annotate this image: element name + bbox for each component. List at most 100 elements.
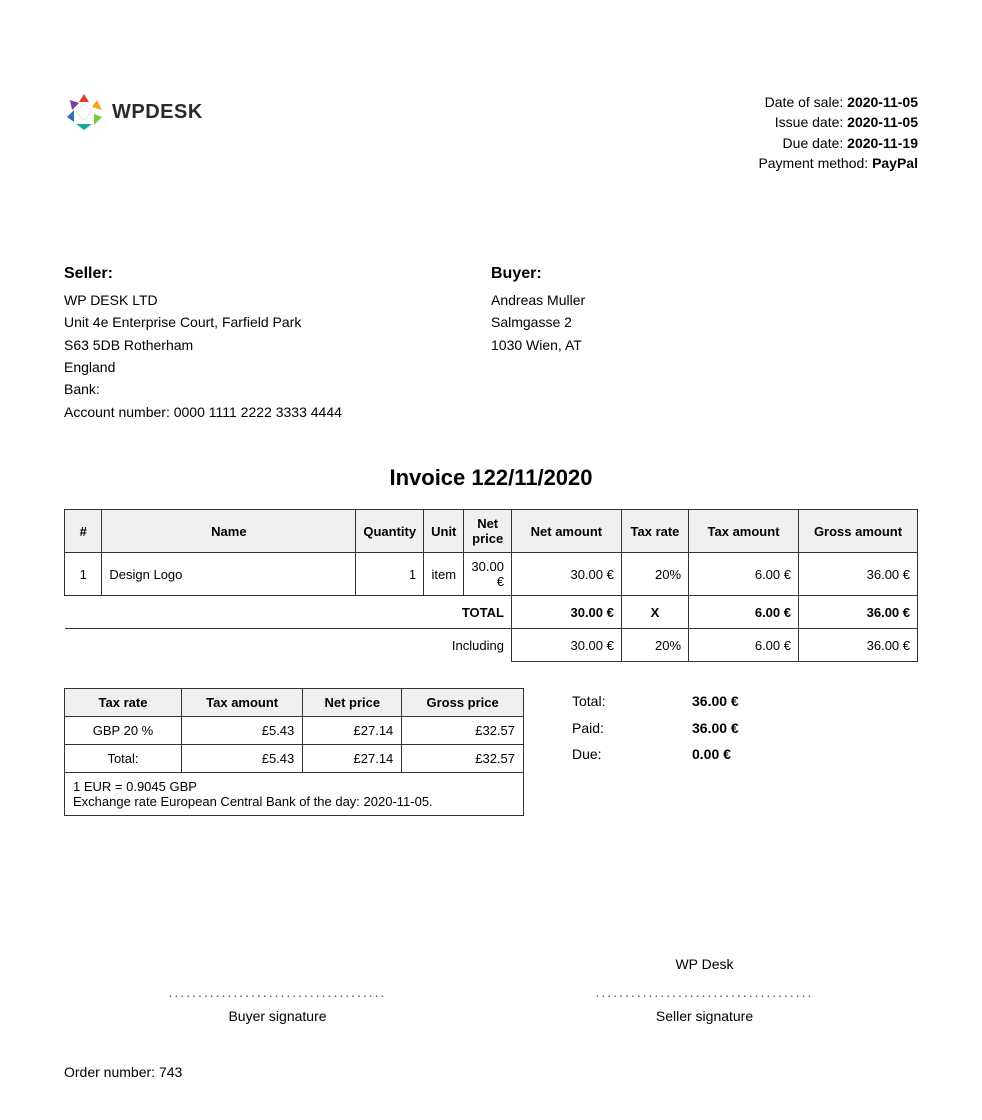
cell-no: 1: [65, 553, 102, 596]
buyer-name: Andreas Muller: [491, 289, 918, 311]
including-rate: 20%: [621, 629, 688, 662]
tax-col-rate: Tax rate: [65, 689, 182, 717]
cell-unit: item: [424, 553, 464, 596]
col-net-price: Net price: [464, 510, 512, 553]
buyer-block: Buyer: Andreas Muller Salmgasse 2 1030 W…: [491, 261, 918, 423]
seller-signature: WP Desk ................................…: [575, 956, 835, 1024]
seller-account: 0000 1111 2222 3333 4444: [174, 404, 342, 420]
tax-total-label: Total:: [65, 745, 182, 773]
header-row: WPDESK Date of sale: 2020-11-05 Issue da…: [64, 0, 918, 173]
meta-issue-value: 2020-11-05: [847, 114, 918, 130]
total-row: TOTAL 30.00 € X 6.00 € 36.00 €: [65, 596, 918, 629]
tax-total-net: £27.14: [303, 745, 402, 773]
col-name: Name: [102, 510, 356, 553]
total-label: TOTAL: [65, 596, 512, 629]
buyer-sig-label: Buyer signature: [148, 1008, 408, 1024]
seller-country: England: [64, 356, 491, 378]
exchange-note: 1 EUR = 0.9045 GBP Exchange rate Europea…: [65, 773, 524, 816]
buyer-sig-line: .....................................: [148, 984, 408, 1000]
summary-row: Tax rate Tax amount Net price Gross pric…: [64, 688, 918, 816]
tax-col-gross: Gross price: [402, 689, 524, 717]
tax-col-net: Net price: [303, 689, 402, 717]
parties: Seller: WP DESK LTD Unit 4e Enterprise C…: [64, 261, 918, 423]
seller-bank-label: Bank:: [64, 378, 491, 400]
cell-gross: 36.00 €: [799, 553, 918, 596]
tax-net: £27.14: [303, 717, 402, 745]
item-row: 1 Design Logo 1 item 30.00 € 30.00 € 20%…: [65, 553, 918, 596]
exchange-rate: 1 EUR = 0.9045 GBP: [73, 779, 515, 794]
tax-col-amount: Tax amount: [182, 689, 303, 717]
cell-tax-rate: 20%: [621, 553, 688, 596]
total-net: 30.00 €: [511, 596, 621, 629]
items-header-row: # Name Quantity Unit Net price Net amoun…: [65, 510, 918, 553]
cell-tax-amount: 6.00 €: [689, 553, 799, 596]
exchange-source: Exchange rate European Central Bank of t…: [73, 794, 515, 809]
seller-account-label: Account number:: [64, 404, 174, 420]
logo: WPDESK: [64, 92, 203, 132]
col-tax-amount: Tax amount: [689, 510, 799, 553]
buyer-addr1: Salmgasse 2: [491, 311, 918, 333]
seller-sig-label: Seller signature: [575, 1008, 835, 1024]
cell-qty: 1: [356, 553, 424, 596]
totals-paid-label: Paid:: [572, 715, 692, 742]
col-gross: Gross amount: [799, 510, 918, 553]
tax-amount: £5.43: [182, 717, 303, 745]
signatures: ..................................... Bu…: [64, 956, 918, 1024]
tax-row: GBP 20 % £5.43 £27.14 £32.57: [65, 717, 524, 745]
seller-addr1: Unit 4e Enterprise Court, Farfield Park: [64, 311, 491, 333]
seller-heading: Seller:: [64, 261, 491, 287]
including-gross: 36.00 €: [799, 629, 918, 662]
seller-addr2: S63 5DB Rotherham: [64, 334, 491, 356]
meta-sale-label: Date of sale:: [765, 94, 848, 110]
total-rate: X: [621, 596, 688, 629]
including-net: 30.00 €: [511, 629, 621, 662]
logo-text: WPDESK: [112, 101, 203, 124]
meta-payment-label: Payment method:: [758, 155, 872, 171]
including-row: Including 30.00 € 20% 6.00 € 36.00 €: [65, 629, 918, 662]
seller-sig-name: WP Desk: [575, 956, 835, 978]
buyer-heading: Buyer:: [491, 261, 918, 287]
totals-paid: 36.00 €: [692, 715, 739, 742]
tax-total-amount: £5.43: [182, 745, 303, 773]
including-tax: 6.00 €: [689, 629, 799, 662]
tax-total-row: Total: £5.43 £27.14 £32.57: [65, 745, 524, 773]
seller-name: WP DESK LTD: [64, 289, 491, 311]
cell-name: Design Logo: [102, 553, 356, 596]
totals-block: Total:36.00 € Paid:36.00 € Due:0.00 €: [572, 688, 739, 768]
invoice-title: Invoice 122/11/2020: [64, 465, 918, 491]
items-table: # Name Quantity Unit Net price Net amoun…: [64, 509, 918, 662]
invoice-meta: Date of sale: 2020-11-05 Issue date: 202…: [758, 92, 918, 173]
col-net-amount: Net amount: [511, 510, 621, 553]
meta-due-value: 2020-11-19: [847, 135, 918, 151]
buyer-addr2: 1030 Wien, AT: [491, 334, 918, 356]
col-unit: Unit: [424, 510, 464, 553]
tax-rate: GBP 20 %: [65, 717, 182, 745]
totals-due-label: Due:: [572, 741, 692, 768]
seller-block: Seller: WP DESK LTD Unit 4e Enterprise C…: [64, 261, 491, 423]
buyer-signature: ..................................... Bu…: [148, 956, 408, 1024]
meta-issue-label: Issue date:: [775, 114, 847, 130]
tax-total-gross: £32.57: [402, 745, 524, 773]
cell-net-amount: 30.00 €: [511, 553, 621, 596]
invoice-page: WPDESK Date of sale: 2020-11-05 Issue da…: [0, 0, 982, 1120]
meta-due-label: Due date:: [783, 135, 848, 151]
including-label: Including: [65, 629, 512, 662]
col-qty: Quantity: [356, 510, 424, 553]
buyer-sig-name: [148, 956, 408, 978]
order-value: 743: [159, 1064, 182, 1080]
total-gross: 36.00 €: [799, 596, 918, 629]
cell-net-price: 30.00 €: [464, 553, 512, 596]
tax-summary-table: Tax rate Tax amount Net price Gross pric…: [64, 688, 524, 816]
col-tax-rate: Tax rate: [621, 510, 688, 553]
col-no: #: [65, 510, 102, 553]
totals-total: 36.00 €: [692, 688, 739, 715]
total-tax: 6.00 €: [689, 596, 799, 629]
totals-total-label: Total:: [572, 688, 692, 715]
totals-due: 0.00 €: [692, 741, 731, 768]
order-number: Order number: 743: [64, 1064, 918, 1080]
order-label: Order number:: [64, 1064, 159, 1080]
wpdesk-logo-icon: [64, 92, 104, 132]
meta-payment-value: PayPal: [872, 155, 918, 171]
meta-sale-value: 2020-11-05: [847, 94, 918, 110]
tax-gross: £32.57: [402, 717, 524, 745]
